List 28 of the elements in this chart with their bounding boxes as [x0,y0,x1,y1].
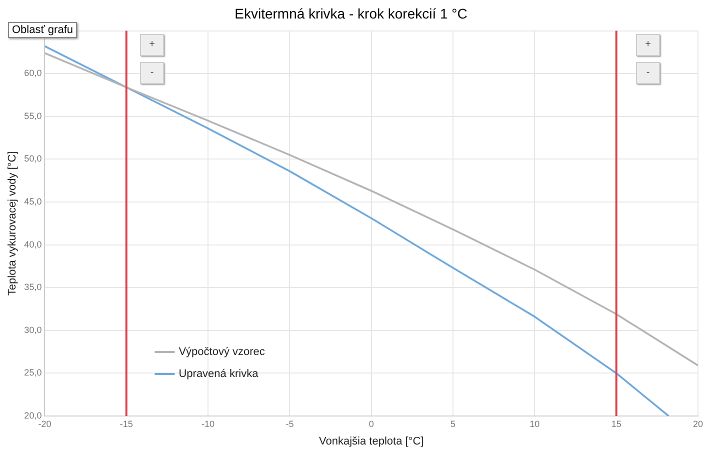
y-tick-label: 60,0 [24,68,42,78]
plus-button[interactable]: + [140,34,164,56]
x-tick-label: 0 [368,418,374,429]
x-tick-label: -5 [286,418,294,429]
y-tick-label: 30,0 [24,324,42,335]
y-tick-label: 25,0 [24,368,42,378]
x-tick-label: 20 [692,418,704,429]
x-tick-label: -20 [38,418,52,429]
x-axis-title: Vonkajšia teplota [°C] [319,435,424,448]
y-tick-label: 20,0 [24,410,42,420]
y-tick-label: 35,0 [24,282,42,292]
y-axis-title: Teplota vykurovacej vody [°C] [6,151,19,296]
x-tick-label: -10 [202,418,215,429]
y-tick-label: 55,0 [24,110,42,121]
minus-button[interactable]: - [636,62,660,84]
x-tick-label: 10 [530,418,540,429]
minus-button[interactable]: - [140,62,164,84]
x-tick-label: -15 [120,418,133,429]
y-tick-label: 40,0 [24,239,42,250]
y-tick-label: 50,0 [24,154,42,164]
legend-label: Upravená krivka [178,368,260,380]
x-tick-label: 15 [611,418,622,429]
legend-label: Výpočtový vzorec [178,346,266,358]
x-tick-label: 5 [450,418,456,429]
chart-title: Ekvitermná krivka - krok korekcií 1 °C [234,5,468,22]
y-tick-label: 45,0 [24,196,42,206]
annotation: Oblasť grafu [8,22,77,38]
plus-button[interactable]: + [636,34,660,56]
